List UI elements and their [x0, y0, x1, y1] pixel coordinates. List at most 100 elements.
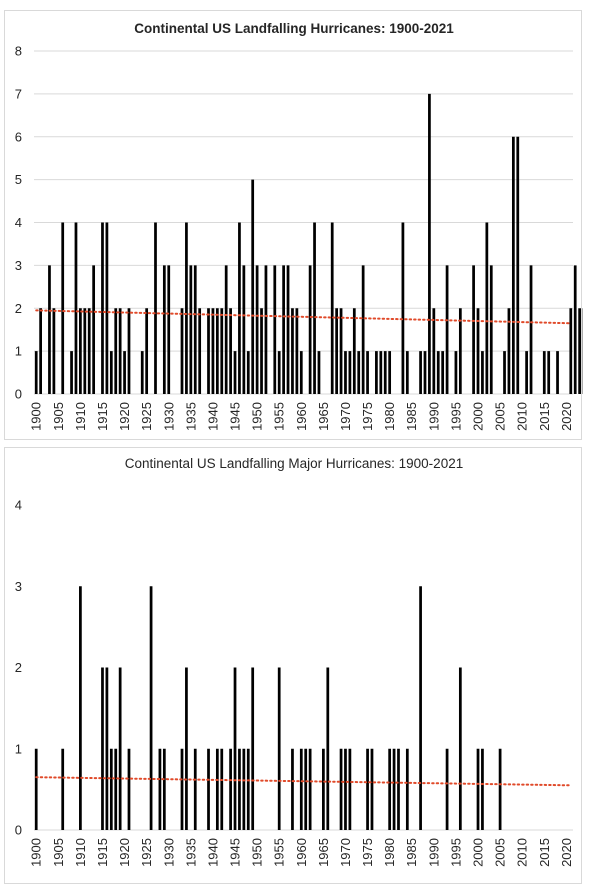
x-tick-label: 2015 [537, 838, 552, 867]
x-tick-label: 2005 [493, 838, 508, 867]
bar [233, 667, 237, 830]
bar [61, 748, 65, 830]
y-tick-label: 3 [15, 579, 22, 594]
x-tick-label: 2015 [537, 402, 552, 431]
bar [503, 351, 506, 394]
bar [189, 265, 193, 394]
bar [162, 265, 166, 394]
bar [215, 308, 219, 394]
bar [436, 351, 440, 394]
bar [79, 308, 82, 394]
bar [229, 308, 232, 394]
x-tick-label: 1995 [448, 402, 463, 431]
bar [101, 222, 104, 394]
bar-series [34, 586, 502, 830]
bar [220, 308, 224, 394]
x-tick-label: 1950 [250, 402, 265, 431]
bar [220, 748, 224, 830]
bar [92, 265, 96, 394]
bar [326, 667, 330, 830]
x-tick-label: 1965 [316, 402, 331, 431]
x-tick-label: 2010 [515, 838, 530, 867]
bar [370, 748, 374, 830]
bar [207, 308, 210, 394]
bar [357, 351, 361, 394]
bar [458, 308, 462, 394]
bar [322, 748, 325, 830]
bar [578, 308, 581, 394]
x-tick-label: 1965 [316, 838, 331, 867]
bar [525, 351, 528, 394]
x-tick-label: 1925 [139, 838, 154, 867]
bar [83, 308, 87, 394]
bar [299, 351, 303, 394]
bar [405, 351, 409, 394]
bar [39, 308, 42, 394]
bar [383, 351, 387, 394]
bar [556, 351, 559, 394]
bar [260, 308, 263, 394]
trend-line [35, 309, 572, 325]
bar [127, 308, 131, 394]
bar [52, 308, 56, 394]
bar [401, 222, 405, 394]
bar [114, 308, 118, 394]
bar [109, 351, 113, 394]
bar [229, 748, 232, 830]
bar [573, 265, 577, 394]
y-tick-label: 0 [15, 823, 22, 838]
chart-title: Continental US Landfalling Major Hurrica… [125, 456, 463, 471]
bar [140, 351, 144, 394]
bar [366, 351, 369, 394]
bar [348, 748, 352, 830]
bar [344, 748, 347, 830]
bar [339, 308, 343, 394]
bar [255, 265, 259, 394]
x-tick-label: 1900 [29, 838, 44, 867]
bar [458, 667, 462, 830]
bar [79, 586, 82, 830]
y-tick-label: 4 [15, 215, 22, 230]
x-tick-label: 1990 [426, 838, 441, 867]
bar [485, 222, 489, 394]
x-tick-label: 1910 [73, 402, 88, 431]
bar [286, 265, 290, 394]
bar [379, 351, 383, 394]
bar [291, 748, 294, 830]
x-axis-ticks: 1900 1905 1910 1915 1920 1925 1930 1935 1940 1945… [29, 838, 574, 867]
y-tick-label: 2 [15, 660, 22, 675]
bar [123, 351, 126, 394]
y-tick-label: 1 [15, 741, 22, 756]
bar [277, 667, 281, 830]
bar [419, 586, 422, 830]
trend-line [35, 776, 572, 787]
y-tick-label: 0 [15, 387, 22, 402]
bar [118, 308, 122, 394]
bar [481, 351, 484, 394]
trend-line-group [35, 776, 572, 787]
chart-title: Continental US Landfalling Hurricanes: 1… [134, 21, 454, 36]
bar [569, 308, 573, 394]
bar [454, 351, 458, 394]
bar [154, 222, 157, 394]
y-tick-label: 5 [15, 172, 22, 187]
bar [361, 265, 365, 394]
bar [114, 748, 118, 830]
x-tick-label: 1990 [426, 402, 441, 431]
y-tick-label: 6 [15, 129, 22, 144]
bar [242, 265, 246, 394]
bar [193, 748, 197, 830]
y-axis-ticks: 0 1 2 3 4 [15, 498, 22, 838]
bar [105, 222, 109, 394]
bar [308, 265, 312, 394]
x-tick-label: 1985 [404, 838, 419, 867]
x-tick-label: 1975 [360, 838, 375, 867]
bar [145, 308, 149, 394]
bar [481, 748, 484, 830]
bar [185, 667, 188, 830]
x-tick-label: 1900 [29, 402, 44, 431]
bar [277, 351, 281, 394]
bar [441, 351, 445, 394]
bar [198, 308, 202, 394]
x-tick-label: 1935 [183, 838, 198, 867]
